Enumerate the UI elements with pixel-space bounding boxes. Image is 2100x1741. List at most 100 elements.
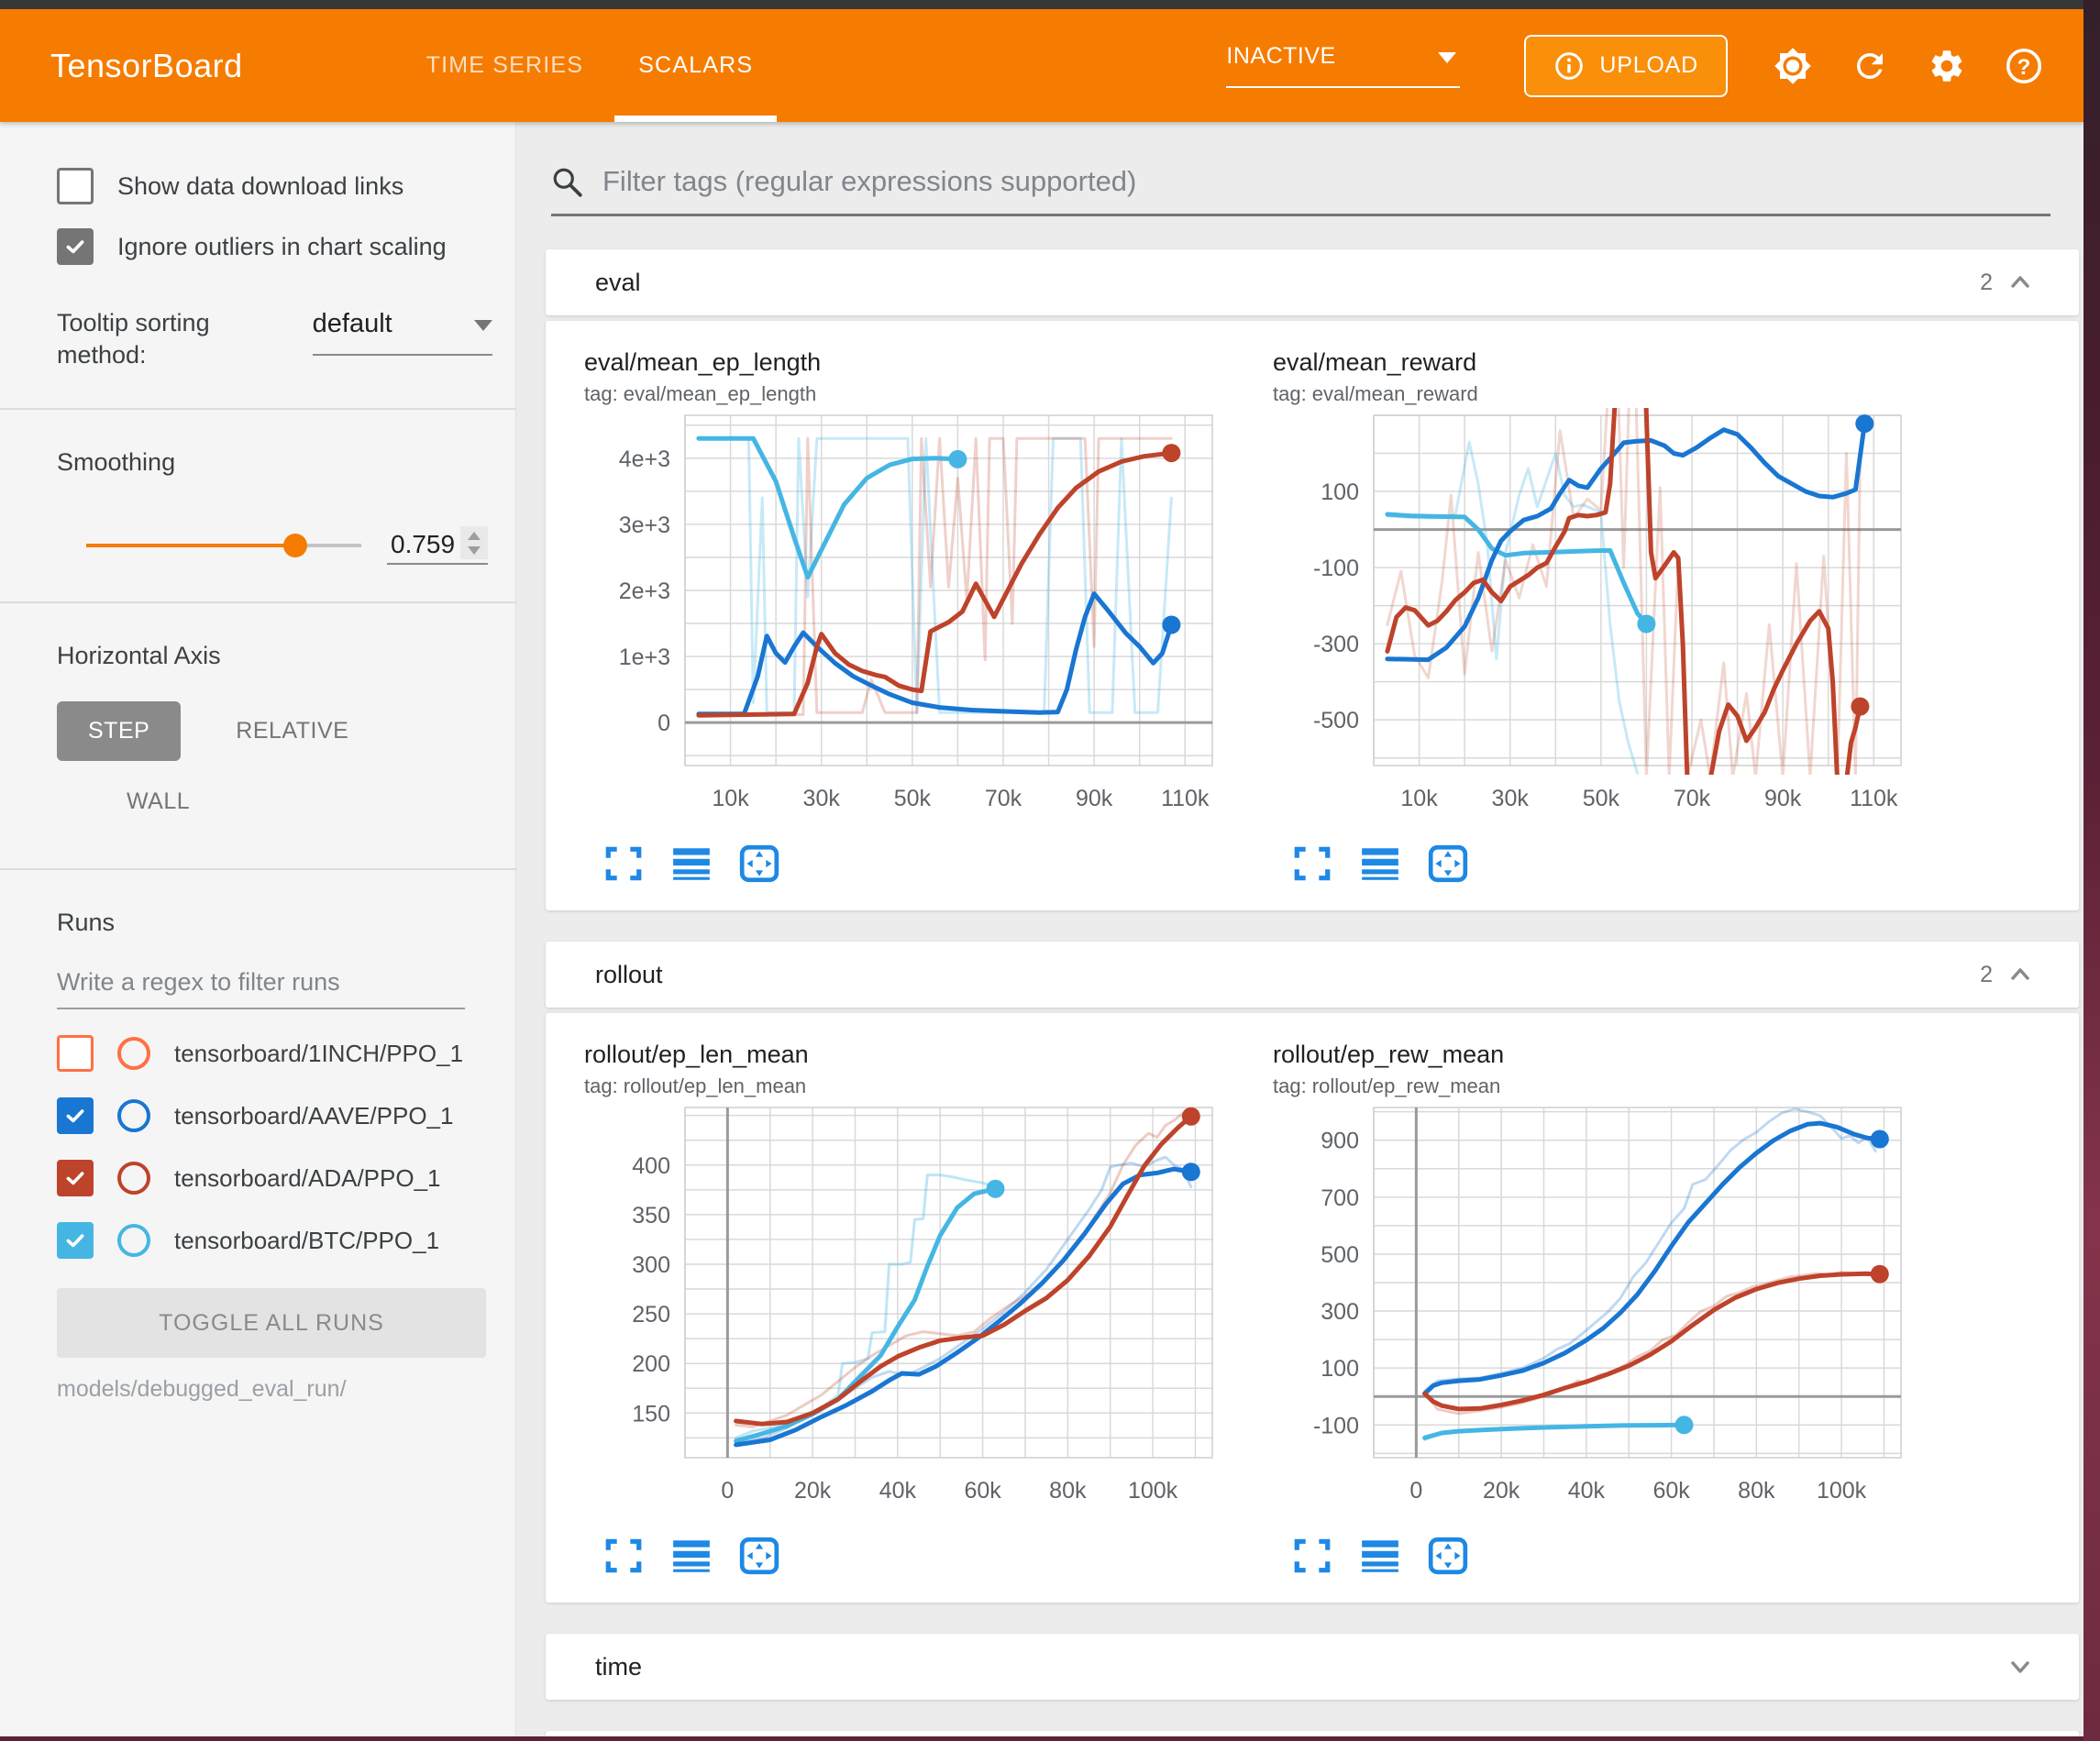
svg-text:-300: -300 <box>1313 632 1359 657</box>
svg-text:-100: -100 <box>1313 1413 1359 1438</box>
expand-chart-icon[interactable] <box>1291 1535 1333 1577</box>
svg-text:100k: 100k <box>1128 1478 1178 1504</box>
help-icon[interactable]: ? <box>2003 45 2045 87</box>
run-checkbox[interactable] <box>57 1097 94 1135</box>
data-source-select[interactable]: INACTIVE <box>1226 43 1461 88</box>
refresh-icon[interactable] <box>1849 45 1891 87</box>
runs-filter-input[interactable] <box>57 963 465 1010</box>
section-collapse-control[interactable]: 2 <box>1980 270 2033 296</box>
runs-table-icon[interactable] <box>1359 843 1401 885</box>
settings-gear-icon[interactable] <box>1926 45 1968 87</box>
stepper-down-icon[interactable] <box>468 545 481 555</box>
chevron-down-icon <box>1438 52 1457 63</box>
chart-eval-mean-ep-length: eval/mean_ep_length tag: eval/mean_ep_le… <box>584 348 1231 885</box>
stepper-up-icon[interactable] <box>468 531 481 540</box>
svg-text:70k: 70k <box>985 786 1022 811</box>
run-checkbox[interactable] <box>57 1160 94 1197</box>
section-rollout: rollout 2 rollout/ep_len_mean tag: rollo… <box>546 942 2079 1603</box>
fit-domain-icon[interactable] <box>738 843 780 885</box>
svg-text:900: 900 <box>1321 1129 1359 1154</box>
section-collapse-control[interactable] <box>2007 1655 2033 1679</box>
chart-tag: tag: rollout/ep_len_mean <box>584 1074 807 1097</box>
svg-text:10k: 10k <box>1400 786 1438 811</box>
runs-label: Runs <box>57 909 116 937</box>
smoothing-value[interactable]: 0.759 <box>391 530 456 559</box>
run-color-circle <box>117 1224 150 1258</box>
show-download-links-checkbox[interactable] <box>57 168 94 204</box>
toggle-all-runs-button[interactable]: TOGGLE ALL RUNS <box>57 1288 486 1359</box>
tooltip-sorting-select[interactable]: default <box>312 309 492 356</box>
runs-table-icon[interactable] <box>670 843 713 885</box>
svg-text:60k: 60k <box>964 1478 1001 1504</box>
svg-text:30k: 30k <box>1492 786 1530 811</box>
svg-text:4e+3: 4e+3 <box>619 446 670 472</box>
runs-table-icon[interactable] <box>670 1535 713 1577</box>
svg-text:70k: 70k <box>1674 786 1711 811</box>
run-row[interactable]: tensorboard/BTC/PPO_1 <box>57 1222 492 1260</box>
axis-step-button[interactable]: STEP <box>57 701 182 762</box>
chart-plot[interactable]: 0 20k 40k 60k 80k 100k -100 100 300 500 700 900 <box>1273 1100 1919 1531</box>
runs-table-icon[interactable] <box>1359 1535 1401 1577</box>
app-header: TensorBoard TIME SERIES SCALARS INACTIVE… <box>0 9 2083 122</box>
window-top-bar <box>0 0 2100 9</box>
run-color-circle <box>117 1099 150 1133</box>
section-rollout-header[interactable]: rollout 2 <box>546 942 2079 1008</box>
fit-domain-icon[interactable] <box>738 1535 780 1577</box>
filter-tags-input[interactable] <box>601 164 2050 199</box>
smoothing-label: Smoothing <box>57 448 176 477</box>
tab-scalars[interactable]: SCALARS <box>611 9 780 122</box>
dashboard-main: eval 2 eval/mean_ep_length tag: eval/mea… <box>516 122 2083 1736</box>
smoothing-slider[interactable] <box>86 534 361 558</box>
section-time-header[interactable]: time <box>546 1634 2079 1700</box>
smoothing-stepper[interactable] <box>460 526 489 560</box>
expand-chart-icon[interactable] <box>1291 843 1333 885</box>
chart-rollout-ep-len-mean: rollout/ep_len_mean tag: rollout/ep_len_… <box>584 1041 1231 1577</box>
upload-button[interactable]: UPLOAD <box>1524 34 1728 97</box>
run-checkbox[interactable] <box>57 1222 94 1260</box>
ignore-outliers-checkbox[interactable] <box>57 228 94 265</box>
section-eval-header[interactable]: eval 2 <box>546 249 2079 315</box>
ignore-outliers-row[interactable]: Ignore outliers in chart scaling <box>57 228 492 265</box>
run-row[interactable]: tensorboard/1INCH/PPO_1 <box>57 1035 492 1073</box>
axis-relative-button[interactable]: RELATIVE <box>236 718 349 744</box>
next-section-partial <box>546 1731 2079 1736</box>
data-source-value: INACTIVE <box>1226 43 1336 69</box>
fit-domain-icon[interactable] <box>1427 1535 1469 1577</box>
fit-domain-icon[interactable] <box>1427 843 1469 885</box>
chart-plot[interactable]: 10k 30k 50k 70k 90k 110k 0 1e+3 2e+3 3e+3 4e+3 <box>584 408 1231 839</box>
svg-text:50k: 50k <box>1583 786 1620 811</box>
svg-text:300: 300 <box>1321 1299 1359 1325</box>
axis-wall-button[interactable]: WALL <box>127 788 191 815</box>
svg-text:100k: 100k <box>1817 1478 1867 1504</box>
show-download-links-label: Show data download links <box>117 171 404 200</box>
chart-plot[interactable]: 10k 30k 50k 70k 90k 110k 100 -100 -300 -500 <box>1273 408 1919 839</box>
brightness-icon[interactable] <box>1772 45 1814 87</box>
section-title: eval <box>595 268 641 296</box>
svg-text:0: 0 <box>658 711 670 736</box>
chart-tag: tag: rollout/ep_rew_mean <box>1273 1074 1501 1097</box>
desktop-edge-right <box>2083 0 2100 1741</box>
show-download-links-row[interactable]: Show data download links <box>57 168 492 204</box>
section-collapse-control[interactable]: 2 <box>1980 962 2033 988</box>
run-row[interactable]: tensorboard/AAVE/PPO_1 <box>57 1097 492 1135</box>
nav-tabs: TIME SERIES SCALARS <box>399 9 781 122</box>
svg-text:400: 400 <box>632 1153 670 1179</box>
svg-text:60k: 60k <box>1652 1478 1690 1504</box>
svg-text:?: ? <box>2017 55 2031 80</box>
svg-text:20k: 20k <box>1483 1478 1520 1504</box>
runs-base-path: models/debugged_eval_run/ <box>57 1376 347 1403</box>
tab-time-series[interactable]: TIME SERIES <box>426 52 584 78</box>
svg-text:0: 0 <box>721 1478 734 1504</box>
run-checkbox[interactable] <box>57 1035 94 1073</box>
search-icon <box>553 168 582 197</box>
chart-plot[interactable]: 0 20k 40k 60k 80k 100k 150 200 250 300 350 400 <box>584 1100 1231 1531</box>
section-count: 2 <box>1980 269 1993 295</box>
expand-chart-icon[interactable] <box>602 1535 645 1577</box>
run-row[interactable]: tensorboard/ADA/PPO_1 <box>57 1160 492 1197</box>
svg-text:50k: 50k <box>894 786 932 811</box>
chevron-down-icon <box>474 320 492 331</box>
expand-chart-icon[interactable] <box>602 843 645 885</box>
svg-text:100: 100 <box>1321 1356 1359 1382</box>
section-title: rollout <box>595 960 663 988</box>
svg-text:110k: 110k <box>1850 786 1898 811</box>
